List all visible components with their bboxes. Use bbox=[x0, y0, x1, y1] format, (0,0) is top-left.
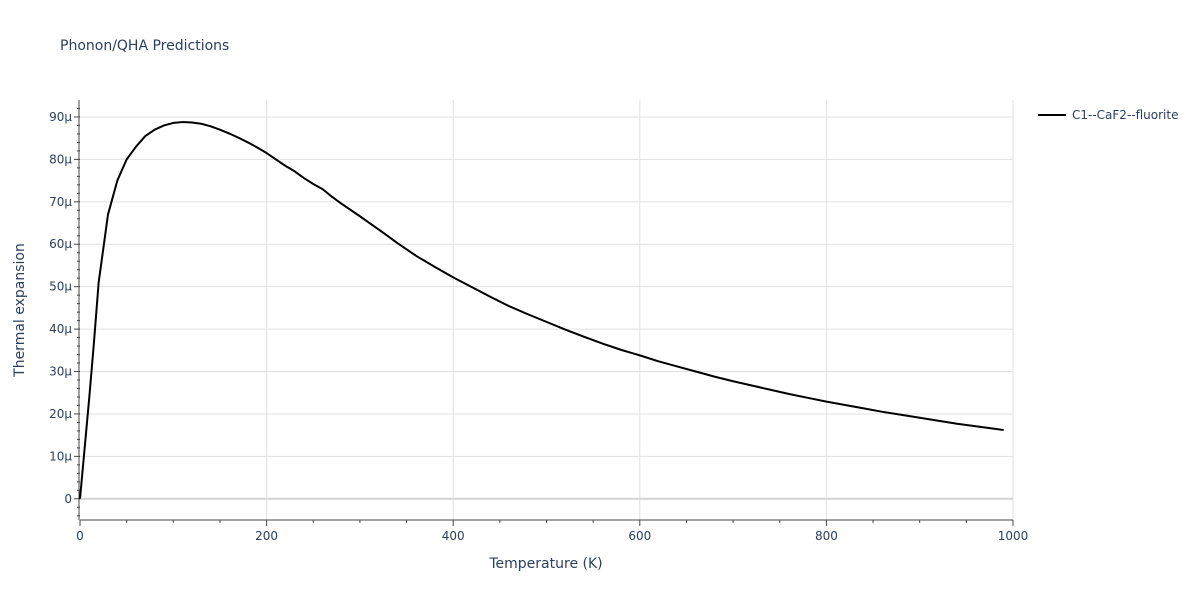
y-tick-label: 40μ bbox=[49, 322, 72, 336]
x-tick-label: 200 bbox=[255, 529, 278, 543]
x-tick-label: 800 bbox=[815, 529, 838, 543]
y-tick-label: 30μ bbox=[49, 365, 72, 379]
x-tick-label: 400 bbox=[442, 529, 465, 543]
series-layer bbox=[79, 121, 1004, 499]
axes bbox=[78, 100, 1013, 521]
x-axis-title: Temperature (K) bbox=[488, 556, 602, 572]
y-tick-label: 20μ bbox=[49, 407, 72, 421]
x-axis-ticks: 0 200 400 600 800 1000 bbox=[76, 520, 1028, 543]
y-tick-label: 0 bbox=[64, 492, 72, 506]
gridlines bbox=[80, 100, 1014, 520]
y-tick-label: 50μ bbox=[49, 280, 72, 294]
y-axis-ticks: 0 10μ 20μ 30μ 40μ 50μ 60μ 70μ 80μ 90μ bbox=[49, 107, 80, 517]
x-tick-label: 0 bbox=[76, 529, 84, 543]
y-tick-label: 10μ bbox=[49, 449, 72, 463]
series-line bbox=[79, 121, 1004, 499]
y-axis-title: Thermal expansion bbox=[12, 243, 28, 378]
x-tick-label: 1000 bbox=[998, 529, 1029, 543]
chart-title: Phonon/QHA Predictions bbox=[60, 38, 229, 54]
y-tick-label: 90μ bbox=[49, 110, 72, 124]
y-tick-label: 60μ bbox=[49, 237, 72, 251]
y-tick-label: 80μ bbox=[49, 152, 72, 166]
legend-label: C1--CaF2--fluorite bbox=[1072, 108, 1178, 122]
x-tick-label: 600 bbox=[628, 529, 651, 543]
legend[interactable]: C1--CaF2--fluorite bbox=[1038, 108, 1178, 122]
y-tick-label: 70μ bbox=[49, 195, 72, 209]
